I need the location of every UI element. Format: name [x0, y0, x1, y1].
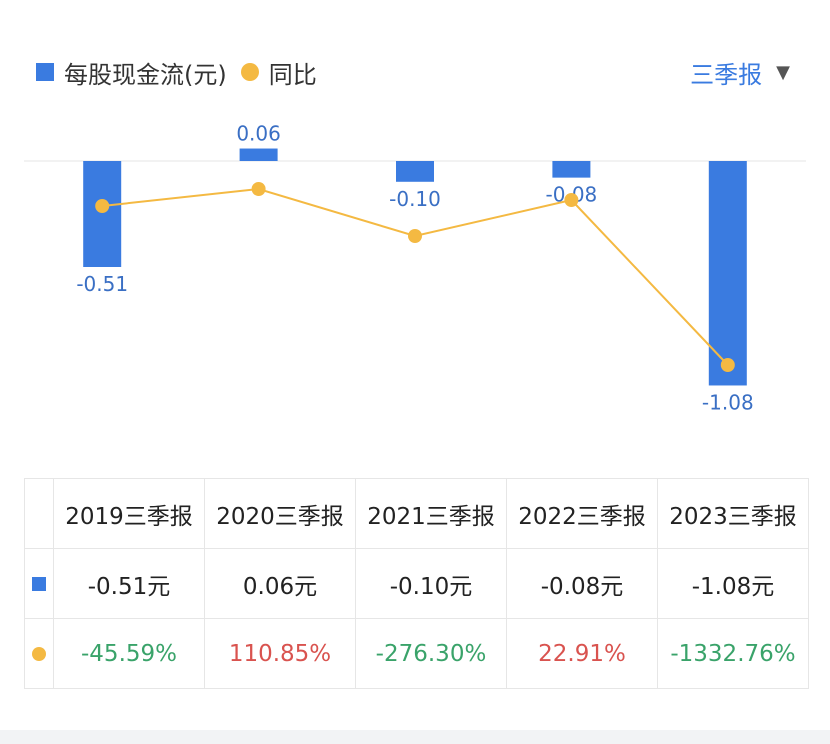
table-header-cell: 2021三季报 — [355, 478, 507, 549]
caret-down-icon: ▼ — [776, 61, 790, 83]
bar-data-label: 0.06 — [236, 122, 281, 146]
table-value-row: -0.51元 0.06元 -0.10元 -0.08元 -1.08元 — [24, 548, 809, 619]
table-yoy-row: -45.59% 110.85% -276.30% 22.91% -1332.76… — [24, 618, 809, 689]
yoy-point — [720, 358, 735, 372]
yoy-line — [102, 187, 729, 366]
table-header-row: 2019三季报 2020三季报 2021三季报 2022三季报 2023三季报 — [24, 478, 809, 549]
bar-legend-swatch — [36, 63, 54, 81]
bar-data-label: -0.51 — [76, 272, 128, 296]
period-selector[interactable]: 三季报 ▼ — [690, 54, 790, 90]
table-value-cell: -0.51元 — [53, 548, 205, 619]
table-yoy-cell: 22.91% — [506, 618, 658, 689]
period-selector-label: 三季报 — [690, 60, 763, 89]
table-value-cell: -1.08元 — [657, 548, 809, 619]
data-table: 2019三季报 2020三季报 2021三季报 2022三季报 2023三季报 … — [24, 478, 809, 689]
bar-data-label: -0.10 — [389, 187, 441, 211]
table-yoy-cell: -276.30% — [355, 618, 507, 689]
line-legend-label: 同比 — [268, 60, 317, 89]
table-row-marker — [24, 618, 54, 689]
bar-data-label: -1.08 — [702, 390, 754, 414]
table-header-cell: 2020三季报 — [204, 478, 356, 549]
bar-marker-icon — [32, 576, 46, 591]
bar — [708, 161, 747, 386]
footer-bar — [0, 730, 830, 744]
line-legend-swatch — [240, 63, 259, 81]
table-value-cell: 0.06元 — [204, 548, 356, 619]
bar — [552, 161, 591, 178]
bar — [396, 161, 434, 182]
yoy-point — [408, 229, 422, 243]
table-yoy-cell: -45.59% — [53, 618, 205, 689]
table-header-cell: 2022三季报 — [506, 478, 658, 549]
table-yoy-cell: -1332.76% — [657, 618, 809, 689]
yoy-point — [95, 199, 110, 213]
bar-legend-label: 每股现金流(元) — [64, 60, 227, 89]
table-yoy-cell: 110.85% — [204, 618, 356, 689]
yoy-point — [251, 182, 266, 196]
bar — [239, 148, 278, 161]
line-marker-icon — [32, 646, 46, 661]
yoy-point — [564, 193, 579, 207]
chart-legend: 每股现金流(元) 同比 — [36, 54, 317, 90]
table-value-cell: -0.08元 — [506, 548, 658, 619]
table-value-cell: -0.10元 — [355, 548, 507, 619]
cashflow-chart: -0.510.06-0.10-0.08-1.08 — [24, 122, 806, 414]
table-header-cell: 2023三季报 — [657, 478, 809, 549]
table-row-marker — [24, 548, 54, 619]
table-corner-cell — [24, 478, 54, 549]
bar — [83, 161, 122, 267]
table-header-cell: 2019三季报 — [53, 478, 205, 549]
